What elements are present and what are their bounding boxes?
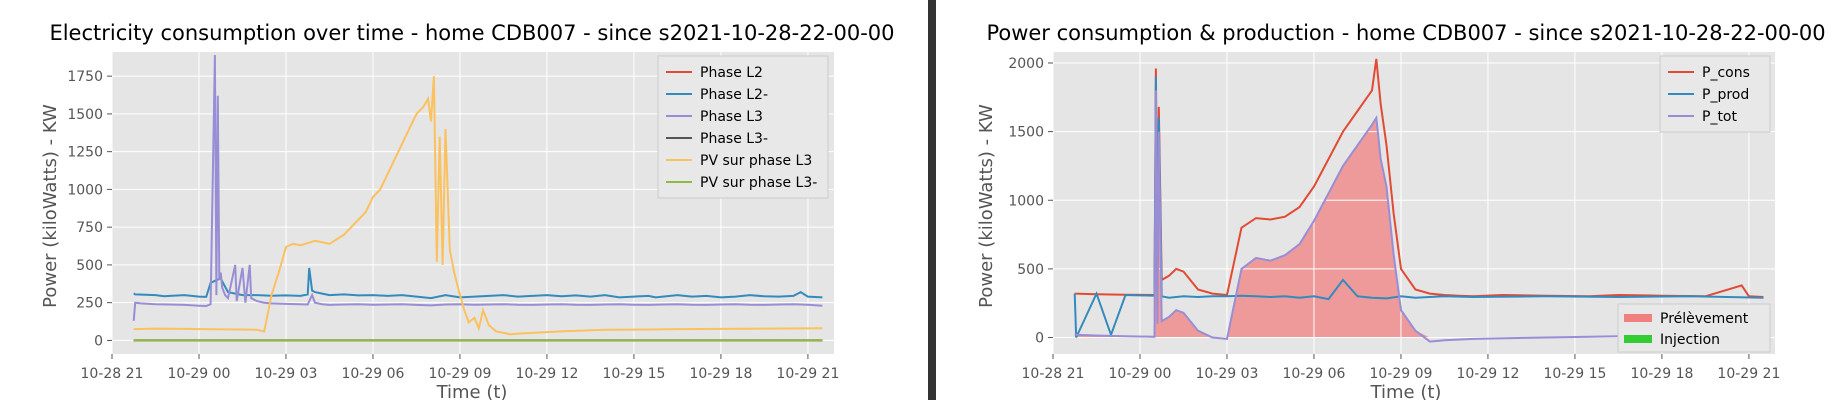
legend-label: PV sur phase L3 bbox=[700, 153, 812, 169]
x-ticks-left: 10-28 21 10-29 00 10-29 03 10-29 06 10-29 09… bbox=[81, 354, 839, 382]
legend-label: Phase L3- bbox=[700, 131, 768, 147]
y-tick-label: 750 bbox=[76, 220, 103, 236]
series-line-p_tot bbox=[1074, 90, 1764, 343]
x-tick-label: 10-29 15 bbox=[1543, 366, 1606, 382]
fill-legend-swatch bbox=[1624, 314, 1652, 322]
y-ticks-left: 0 250 500 750 1000 1250 1500 1750 bbox=[67, 69, 112, 349]
fill-area-right bbox=[1074, 90, 1764, 338]
y-tick-label: 500 bbox=[1017, 262, 1044, 278]
x-tick-label: 10-29 18 bbox=[1630, 366, 1693, 382]
y-tick-label: 250 bbox=[76, 296, 103, 312]
fill-prelevement bbox=[1074, 90, 1764, 338]
x-tick-label: 10-29 09 bbox=[1369, 366, 1432, 382]
x-ticks-right: 10-28 21 10-29 00 10-29 03 10-29 06 10-29 09… bbox=[1022, 354, 1780, 382]
x-tick-label: 10-29 18 bbox=[689, 366, 752, 382]
x-axis-label-right: Time (t) bbox=[1370, 382, 1442, 400]
legend-left: Phase L2 Phase L2- Phase L3 Phase L3- PV sur… bbox=[657, 55, 829, 199]
fill-legend-box bbox=[1617, 303, 1771, 353]
legend-label: Phase L2 bbox=[700, 65, 763, 81]
y-tick-label: 1000 bbox=[67, 182, 103, 198]
power-chart: 10-28 21 10-29 00 10-29 03 10-29 06 10-29 09… bbox=[976, 21, 1826, 400]
x-tick-label: 10-28 21 bbox=[1022, 366, 1085, 382]
y-tick-label: 0 bbox=[1035, 331, 1044, 347]
x-tick-label: 10-29 03 bbox=[1195, 366, 1258, 382]
legend-label: P_cons bbox=[1702, 65, 1750, 81]
series-line-phase-l3 bbox=[132, 54, 823, 321]
fill-legend-right: Prélèvement Injection bbox=[1617, 303, 1771, 353]
y-tick-label: 1000 bbox=[1008, 193, 1044, 209]
fill-legend-label: Injection bbox=[1660, 332, 1720, 348]
consumption-chart: 10-28 21 10-29 00 10-29 03 10-29 06 10-29 09… bbox=[40, 21, 895, 400]
x-axis-label-left: Time (t) bbox=[436, 382, 508, 400]
fill-legend-label: Prélèvement bbox=[1660, 311, 1749, 327]
legend-box bbox=[657, 55, 829, 199]
x-tick-label: 10-29 00 bbox=[168, 366, 231, 382]
legend-label: P_prod bbox=[1702, 87, 1749, 103]
y-tick-label: 0 bbox=[94, 333, 103, 349]
x-tick-label: 10-29 03 bbox=[254, 366, 317, 382]
y-tick-label: 1250 bbox=[67, 145, 103, 161]
series-right bbox=[1073, 58, 1764, 343]
x-tick-label: 10-29 21 bbox=[776, 366, 839, 382]
series-left bbox=[132, 54, 823, 342]
x-tick-label: 10-29 09 bbox=[428, 366, 491, 382]
x-tick-label: 10-29 15 bbox=[602, 366, 665, 382]
x-tick-label: 10-29 21 bbox=[1717, 366, 1780, 382]
y-tick-label: 500 bbox=[76, 258, 103, 274]
y-axis-label-right: Power (kiloWatts) - KW bbox=[976, 104, 997, 308]
y-ticks-right: 0 500 1000 1500 2000 bbox=[1008, 56, 1053, 347]
legend-label: PV sur phase L3- bbox=[700, 175, 817, 191]
x-tick-label: 10-29 12 bbox=[1456, 366, 1519, 382]
x-tick-label: 10-29 06 bbox=[1282, 366, 1345, 382]
y-tick-label: 1750 bbox=[67, 69, 103, 85]
x-tick-label: 10-29 00 bbox=[1109, 366, 1172, 382]
y-axis-label-left: Power (kiloWatts) - KW bbox=[40, 104, 61, 308]
y-tick-label: 1500 bbox=[67, 107, 103, 123]
series-line-phase-l2- bbox=[133, 267, 823, 300]
chart-title-left: Electricity consumption over time - home… bbox=[49, 21, 894, 45]
chart-title-right: Power consumption & production - home CD… bbox=[986, 21, 1825, 45]
legend-label: Phase L2- bbox=[700, 87, 768, 103]
legend-label: P_tot bbox=[1702, 109, 1737, 125]
x-tick-label: 10-28 21 bbox=[81, 366, 144, 382]
legend-label: Phase L3 bbox=[700, 109, 763, 125]
legend-right: P_cons P_prod P_tot bbox=[1659, 55, 1771, 133]
x-tick-label: 10-29 06 bbox=[341, 366, 404, 382]
panel-divider bbox=[928, 0, 936, 400]
series-line-pv-sur-phase-l3 bbox=[133, 76, 823, 336]
y-tick-label: 1500 bbox=[1008, 125, 1044, 141]
y-tick-label: 2000 bbox=[1008, 56, 1044, 72]
fill-legend-swatch bbox=[1624, 335, 1652, 343]
x-tick-label: 10-29 12 bbox=[515, 366, 578, 382]
